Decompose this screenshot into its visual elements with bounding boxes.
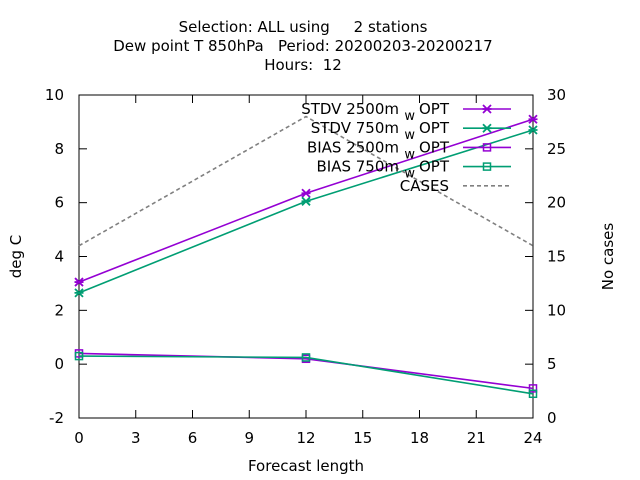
data-point [74, 351, 84, 361]
legend-label: STDV 2500m [301, 100, 399, 118]
legend-label: OPT [419, 119, 450, 137]
data-point [301, 353, 311, 362]
legend: OPT w STDV 2500m OPT w STDV 750m OPT w BIAS 2500… [301, 100, 511, 195]
legend-label: BIAS 2500m [307, 138, 399, 156]
legend-entry: OPT w BIAS 750m [316, 158, 511, 182]
x-tick-label: 0 [74, 429, 84, 447]
series-stdv-2500m [74, 114, 538, 287]
legend-label-subscript: w [404, 147, 415, 162]
legend-label-subscript: w [404, 167, 415, 182]
x-tick-label: 9 [244, 429, 254, 447]
y-axis-label: deg C [7, 235, 25, 279]
legend-label: OPT [419, 100, 450, 118]
x-axis-label: Forecast length [248, 457, 364, 475]
series-cases [78, 115, 534, 247]
legend-marker [482, 104, 492, 114]
y-tick-label: 8 [54, 140, 64, 158]
data-point [301, 188, 311, 198]
series-line [78, 352, 534, 390]
legend-label: OPT [419, 138, 450, 156]
y2-axis-label: No cases [599, 223, 617, 291]
legend-entry: OPT w STDV 750m [311, 119, 511, 143]
x-tick-label: 24 [523, 429, 542, 447]
data-point [528, 125, 538, 135]
y2-tick-label: 15 [547, 248, 566, 266]
y-tick-label: -2 [49, 409, 64, 427]
title-line: Hours: 12 [264, 56, 342, 74]
x-tick-label: 18 [410, 429, 429, 447]
y-axis: -2 0 2 4 6 8 10 [45, 86, 87, 427]
y2-tick-label: 30 [547, 86, 566, 104]
x-axis: 0 3 6 9 12 15 18 21 24 [74, 95, 543, 447]
legend-marker [482, 143, 492, 152]
y-tick-label: 6 [54, 194, 64, 212]
x-tick-label: 21 [467, 429, 486, 447]
y2-tick-label: 25 [547, 140, 566, 158]
series-layer [74, 114, 538, 399]
x-tick-label: 15 [353, 429, 372, 447]
y2-tick-label: 5 [547, 355, 557, 373]
y-tick-label: 4 [54, 248, 64, 266]
legend-label-subscript: w [404, 128, 415, 143]
data-point [74, 288, 84, 298]
y-tick-label: 0 [54, 355, 64, 373]
legend-label: CASES [400, 177, 449, 195]
y2-tick-label: 10 [547, 301, 566, 319]
legend-label: OPT [419, 158, 450, 176]
data-point [528, 384, 538, 393]
y2-tick-label: 20 [547, 194, 566, 212]
series-stdv-750m [74, 125, 538, 298]
y-tick-label: 10 [45, 86, 64, 104]
x-tick-label: 3 [131, 429, 141, 447]
data-point [528, 114, 538, 124]
title-line: Dew point T 850hPa Period: 20200203-2020… [113, 37, 492, 55]
series-line [78, 115, 534, 247]
x-tick-label: 12 [296, 429, 315, 447]
legend-label: STDV 750m [311, 119, 399, 137]
legend-entry: OPT w STDV 2500m [301, 100, 511, 124]
y2-axis: 0 5 10 15 20 25 30 [525, 86, 566, 427]
y2-tick-label: 0 [547, 409, 557, 427]
legend-entry: CASES [400, 177, 511, 195]
legend-label: BIAS 750m [316, 158, 399, 176]
legend-marker [482, 123, 492, 133]
legend-label-subscript: w [404, 109, 415, 124]
data-point [528, 389, 538, 399]
series-bias-750m [74, 351, 538, 399]
x-tick-label: 6 [188, 429, 198, 447]
data-point [301, 196, 311, 206]
series-line [78, 355, 534, 395]
data-point [74, 277, 84, 287]
title-line: Selection: ALL using 2 stations [179, 18, 428, 36]
legend-entry: OPT w BIAS 2500m [307, 138, 511, 162]
legend-marker [482, 162, 492, 171]
y-tick-label: 2 [54, 301, 64, 319]
